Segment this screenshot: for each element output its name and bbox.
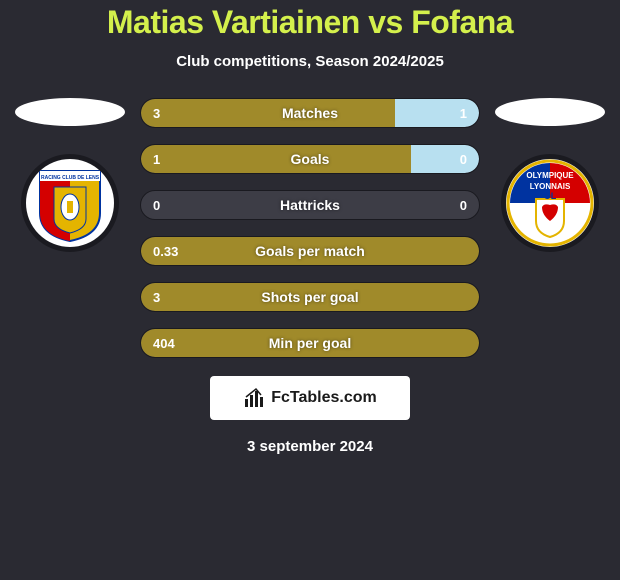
stat-row-goals-per-match: 0.33 Goals per match [140,236,480,266]
lens-badge-icon: RACING CLUB DE LENS [36,163,104,243]
stat-row-matches: 3 Matches 1 [140,98,480,128]
date-text: 3 september 2024 [247,438,373,455]
svg-text:RACING CLUB DE LENS: RACING CLUB DE LENS [41,175,100,181]
stat-label: Matches [141,99,479,127]
stat-label: Min per goal [141,329,479,357]
stat-value-left: 3 [153,283,160,311]
stat-value-right: 0 [460,145,467,173]
left-ellipse-placeholder [15,98,125,126]
stat-label: Goals [141,145,479,173]
stat-row-goals: 1 Goals 0 [140,144,480,174]
svg-text:OL: OL [544,191,557,201]
stat-value-right: 0 [460,191,467,219]
right-ellipse-placeholder [495,98,605,126]
lyon-badge-icon: OLYMPIQUE LYONNAIS OL [506,159,594,247]
main-row: RACING CLUB DE LENS 3 Matches 1 [0,98,620,358]
page-subtitle: Club competitions, Season 2024/2025 [176,53,444,70]
stat-row-shots-per-goal: 3 Shots per goal [140,282,480,312]
svg-text:LYONNAIS: LYONNAIS [530,182,571,191]
brand-badge: FcTables.com [210,376,410,420]
left-club-badge: RACING CLUB DE LENS [21,154,119,252]
stat-value-right: 1 [460,99,467,127]
comparison-infographic: Matias Vartiainen vs Fofana Club competi… [0,0,620,580]
brand-chart-icon [243,387,265,409]
svg-text:OLYMPIQUE: OLYMPIQUE [526,171,574,180]
right-player-column: OLYMPIQUE LYONNAIS OL [490,98,610,252]
stat-value-left: 0 [153,191,160,219]
stat-row-hattricks: 0 Hattricks 0 [140,190,480,220]
stat-value-left: 404 [153,329,175,357]
stat-value-left: 3 [153,99,160,127]
stat-row-min-per-goal: 404 Min per goal [140,328,480,358]
stat-value-left: 1 [153,145,160,173]
right-club-badge: OLYMPIQUE LYONNAIS OL [501,154,599,252]
stat-value-left: 0.33 [153,237,178,265]
stat-bars: 3 Matches 1 1 Goals 0 0 Hattricks 0 0. [140,98,480,358]
stat-label: Shots per goal [141,283,479,311]
stat-label: Goals per match [141,237,479,265]
left-player-column: RACING CLUB DE LENS [10,98,130,252]
page-title: Matias Vartiainen vs Fofana [107,4,513,41]
brand-text: FcTables.com [271,389,377,407]
stat-label: Hattricks [141,191,479,219]
